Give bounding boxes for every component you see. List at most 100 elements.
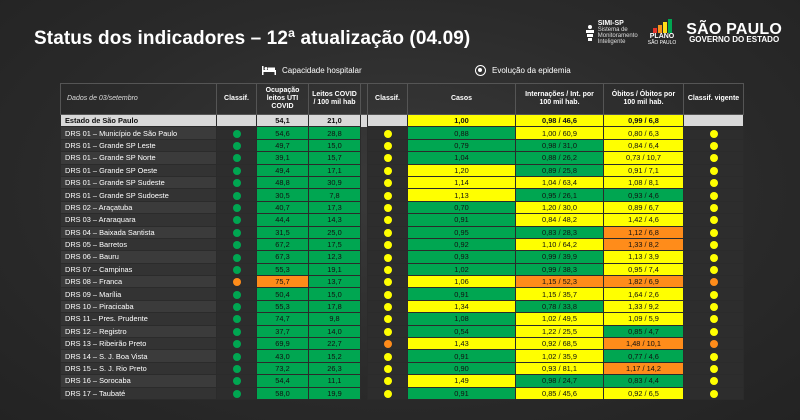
- plano-text: PLANO SÃO PAULO: [648, 33, 677, 47]
- status-dot-icon: [709, 228, 718, 237]
- casos-cell: 0,92: [407, 237, 516, 252]
- casos-header: Casos: [407, 83, 516, 115]
- classif-capacidade-header: Classif.: [216, 83, 257, 115]
- classif-capacidade-cell: [216, 151, 257, 165]
- capacidade-label: Capacidade hospitalar: [282, 65, 362, 75]
- ocupacao-cell: 30,5: [256, 188, 309, 202]
- status-dot-icon: [383, 365, 392, 374]
- region-name: DRS 13 – Ribeirão Preto: [60, 337, 217, 351]
- classif-capacidade-cell: [216, 188, 257, 202]
- region-name: DRS 01 – Grande SP Oeste: [60, 163, 217, 177]
- status-dot-icon: [232, 278, 241, 287]
- status-dot-icon: [709, 154, 718, 163]
- casos-cell: 0,90: [407, 361, 516, 376]
- classif-vigente-cell: [683, 163, 744, 177]
- leitos-cell: 19,9: [308, 386, 361, 401]
- obitos-header-text: Óbitos / Óbitos por 100 mil hab.: [611, 91, 676, 106]
- table-row: DRS 14 – S. J. Boa Vista 43,0 15,2 0,91 1,02…: [60, 349, 744, 363]
- status-dot-icon: [709, 203, 718, 212]
- classif-evolucao-cell: [367, 262, 408, 277]
- plano-subtitle: SÃO PAULO: [647, 40, 677, 46]
- table-row: DRS 05 – Barretos 67,2 17,5 0,92 1,10 / 64,2…: [60, 237, 744, 252]
- classif-evolucao-cell: [367, 299, 408, 314]
- table-row: DRS 01 – Grande SP Oeste 49,4 17,1 1,20 0,89…: [60, 163, 744, 177]
- obitos-cell: 1,08 / 8,1: [603, 175, 684, 190]
- region-name: DRS 16 – Sorocaba: [60, 374, 217, 388]
- ocupacao-header-text: Ocupação leitos UTI COVID: [265, 87, 300, 110]
- status-dot-icon: [383, 303, 392, 312]
- classif-vigente-cell: [683, 275, 744, 289]
- status-dot-icon: [709, 365, 718, 374]
- obitos-cell: 1,82 / 6,9: [603, 275, 684, 289]
- obitos-cell: 0,89 / 6,7: [603, 200, 684, 215]
- classif-capacidade-cell: [216, 163, 257, 177]
- row-gap: [361, 226, 368, 238]
- obitos-cell: 1,64 / 2,6: [603, 287, 684, 301]
- status-dot-icon: [383, 253, 392, 262]
- ocupacao-cell: 67,3: [256, 250, 309, 264]
- classif-evolucao-cell: [367, 361, 408, 376]
- sp-name: SÃO PAULO: [686, 20, 782, 38]
- casos-cell: 1,43: [407, 337, 516, 351]
- leitos-cell: 15,2: [308, 349, 361, 363]
- status-dot-icon: [709, 241, 718, 250]
- internacoes-cell: 0,98 / 24,7: [515, 374, 604, 388]
- status-dot-icon: [232, 179, 241, 188]
- header-gap: [360, 83, 368, 115]
- status-dot-icon: [232, 327, 241, 336]
- classif-evolucao-cell: [367, 213, 408, 227]
- region-name: DRS 08 – Franca: [60, 275, 217, 289]
- internacoes-cell: 1,10 / 64,2: [515, 237, 604, 252]
- internacoes-cell: 1,02 / 49,5: [515, 312, 604, 326]
- status-dot-icon: [709, 129, 718, 138]
- classif-evolucao-cell: [367, 126, 408, 140]
- internacoes-cell: 0,95 / 26,1: [515, 188, 604, 202]
- casos-cell: 1,20: [407, 163, 516, 177]
- leitos-header-text: Leitos COVID / 100 mil hab: [312, 91, 357, 106]
- ocupacao-cell: 74,7: [256, 312, 309, 326]
- region-name: DRS 04 – Baixada Santista: [60, 225, 217, 239]
- status-dot-icon: [709, 377, 718, 386]
- status-dot-icon: [232, 340, 241, 349]
- classif-evolucao-cell: [367, 312, 408, 326]
- classif-evolucao-cell: [367, 138, 408, 153]
- region-name: DRS 11 – Pres. Prudente: [60, 312, 217, 326]
- status-dot-icon: [232, 191, 241, 200]
- status-dot-icon: [383, 129, 392, 138]
- status-dot-icon: [709, 315, 718, 324]
- classif-capacidade-cell: [216, 312, 257, 326]
- status-dot-icon: [709, 191, 718, 200]
- casos-cell: 1,49: [407, 374, 516, 388]
- classif-capacidade-cell: [216, 262, 257, 277]
- obitos-cell: 1,13 / 3,9: [603, 250, 684, 264]
- casos-cell: 0,95: [407, 225, 516, 239]
- row-gap: [361, 263, 368, 275]
- row-gap: [361, 375, 368, 387]
- status-dot-icon: [383, 377, 392, 386]
- region-name: DRS 17 – Taubaté: [60, 386, 217, 401]
- internacoes-cell: 0,85 / 45,6: [515, 386, 604, 401]
- status-dot-icon: [709, 142, 718, 150]
- internacoes-cell: 1,02 / 35,9: [515, 349, 604, 363]
- leitos-cell: 17,1: [308, 163, 361, 177]
- simi-text: SIMI-SP Sistema de Monitoramento Intelig…: [598, 20, 638, 45]
- internacoes-cell: 0,92 / 68,5: [515, 337, 604, 351]
- classif-vigente-cell: [683, 188, 744, 202]
- internacoes-header: Internações / Int. por 100 mil hab.: [515, 83, 604, 115]
- casos-cell: 1,34: [407, 299, 516, 314]
- plano-bars-icon: [652, 19, 672, 33]
- classif-evolucao-cell: [367, 287, 408, 301]
- classif-vigente-cell: [683, 213, 744, 227]
- leitos-cell: 21,0: [308, 113, 361, 128]
- indicators-table: Dados de 03/setembro Classif. Ocupação l…: [60, 83, 744, 401]
- obitos-cell: 0,91 / 7,1: [603, 163, 684, 177]
- status-dot-icon: [383, 191, 392, 200]
- ocupacao-cell: 54,4: [256, 374, 309, 388]
- sp-subtitle: GOVERNO DO ESTADO: [689, 34, 780, 44]
- internacoes-cell: 1,00 / 60,9: [515, 126, 604, 140]
- classif-evolucao-cell: [367, 151, 408, 165]
- obitos-cell: 0,73 / 10,7: [603, 151, 684, 165]
- classif-vigente-cell: [683, 324, 744, 339]
- region-name: DRS 10 – Piracicaba: [60, 299, 217, 314]
- classif-capacidade-cell: [216, 250, 257, 264]
